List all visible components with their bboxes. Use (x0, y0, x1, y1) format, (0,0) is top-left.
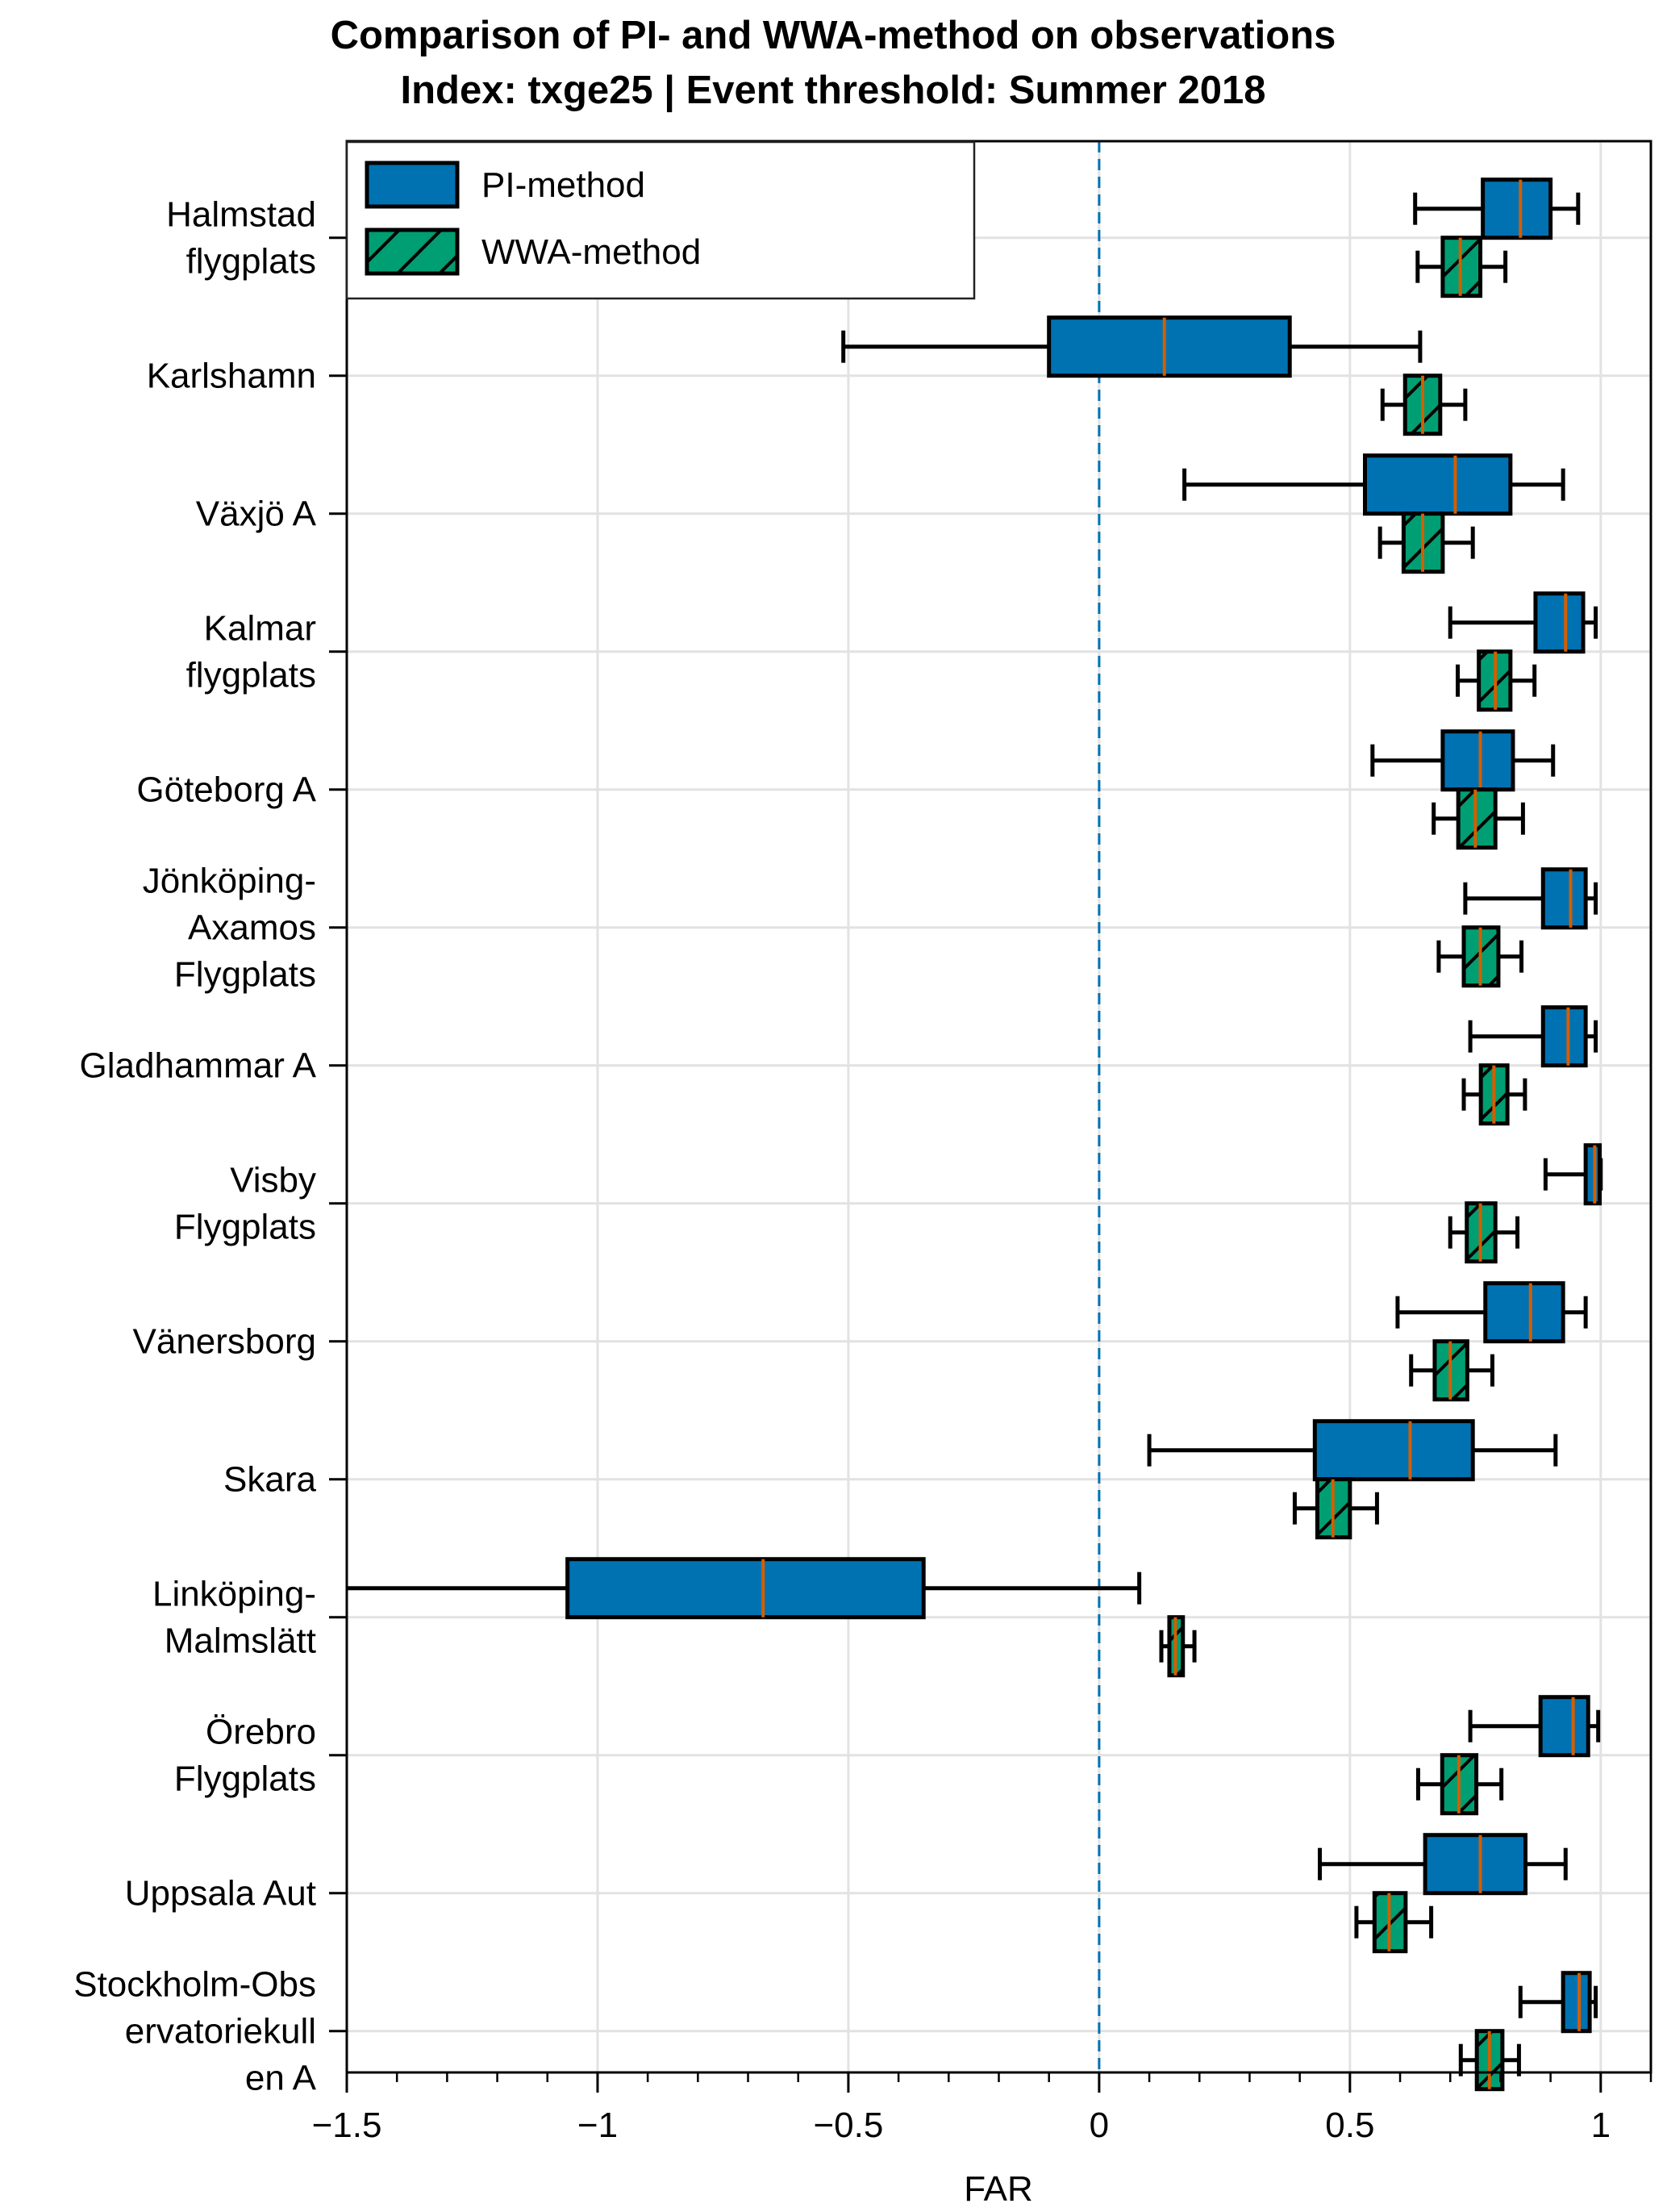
box-outline (1312, 1419, 1475, 1482)
box-fill (1540, 1697, 1589, 1755)
pi-box-group (1518, 1971, 1598, 2034)
y-tick-label: en A (245, 2059, 317, 2098)
y-tick-label: Göteborg A (136, 770, 316, 810)
box-fill (1485, 1283, 1564, 1342)
x-axis-label: FAR (964, 2169, 1033, 2209)
pi-box-group (1468, 1695, 1601, 1758)
y-tick-label: Halmstad (166, 195, 316, 235)
legend-label-pi: PI-method (481, 165, 645, 205)
x-tick-label: −1 (577, 2106, 618, 2145)
y-tick-label: Vänersborg (133, 1322, 316, 1362)
y-tick-label: ervatoriekull (125, 2012, 316, 2051)
legend-label-wwa: WWA-method (481, 232, 701, 272)
y-tick-label: Flygplats (174, 955, 316, 995)
box-fill (567, 1559, 924, 1617)
y-tick-label: Växjö A (196, 495, 317, 534)
wwa-box-group (1159, 1615, 1197, 1678)
y-tick-label: Malmslätt (165, 1621, 316, 1661)
wwa-box-group (1354, 1891, 1434, 1954)
y-tick-label: Axamos (188, 908, 316, 948)
y-tick-label: Skara (223, 1460, 316, 1500)
box-fill (1563, 1972, 1590, 2031)
y-tick-label: Flygplats (174, 1759, 316, 1799)
wwa-box-group (1432, 787, 1525, 850)
pi-box-group (1413, 177, 1581, 240)
x-tick-label: 1 (1591, 2106, 1611, 2145)
y-tick-label: Jönköping- (143, 862, 316, 901)
box-outline (1533, 591, 1586, 654)
box-outline (1583, 1143, 1602, 1206)
wwa-box-group (1380, 374, 1468, 436)
x-tick-label: −1.5 (312, 2106, 382, 2145)
box-outline (1047, 315, 1292, 378)
box-outline (1540, 1005, 1588, 1068)
box-outline (1538, 1695, 1590, 1758)
box-fill (1425, 1834, 1526, 1893)
box-outline (565, 1557, 926, 1620)
pi-box-group (1468, 1005, 1598, 1068)
box-outline (1540, 867, 1588, 930)
wwa-box-group (1458, 2029, 1521, 2092)
y-tick-label: Uppsala Aut (125, 1874, 316, 1914)
box-fill (1482, 179, 1551, 238)
pi-box-group (1448, 591, 1598, 654)
x-tick-label: −0.5 (813, 2106, 883, 2145)
x-axis-ticks: −1.5 −1 −0.5 0 0.5 1 (312, 2072, 1652, 2145)
box-outline (1561, 1971, 1592, 2034)
pi-box-group (1318, 1833, 1568, 1896)
legend: PI-method WWA-method (345, 140, 976, 300)
y-tick-label: Kalmar (204, 609, 316, 649)
box-outline (1423, 1833, 1528, 1896)
y-tick-label: Stockholm-Obs (73, 1965, 316, 2005)
y-tick-label: Flygplats (174, 1208, 316, 1247)
box-fill (1048, 317, 1290, 376)
pi-box-group (841, 315, 1423, 378)
y-tick-label: Gladhammar A (80, 1046, 317, 1086)
y-tick-label: flygplats (186, 242, 316, 282)
pi-box-group (1543, 1143, 1603, 1206)
boxes (347, 177, 1603, 2092)
chart-title-line-1: Comparison of PI- and WWA-method on obse… (331, 14, 1336, 57)
box-fill (1535, 593, 1584, 652)
wwa-box-group (1377, 511, 1475, 574)
x-tick-label: 0.5 (1325, 2106, 1374, 2145)
y-tick-label: Örebro (206, 1713, 316, 1752)
chart-title-line-2: Index: txge25 | Event threshold: Summer … (401, 69, 1266, 112)
y-tick-label: Karlshamn (147, 357, 316, 396)
x-tick-label: 0 (1090, 2106, 1109, 2145)
pi-box-group (1147, 1419, 1558, 1482)
wwa-box-group (1456, 649, 1537, 712)
box-outline (1481, 177, 1553, 240)
box-outline (1483, 1281, 1565, 1344)
legend-swatch-pi (365, 161, 460, 209)
box-fill (1315, 1421, 1473, 1480)
y-tick-label: flygplats (186, 656, 316, 695)
wwa-box-group (1461, 1063, 1527, 1126)
y-axis-ticks: Halmstad flygplats Karlshamn Växjö A Kalmar f… (73, 195, 347, 2098)
box-fill (1543, 869, 1586, 928)
wwa-box-group (1292, 1477, 1379, 1540)
legend-swatch-wwa-hatch (365, 227, 460, 276)
pi-box-group (1395, 1281, 1588, 1344)
pi-box-group (347, 1557, 1142, 1620)
y-tick-label: Visby (230, 1161, 316, 1200)
wwa-box-group (1409, 1339, 1494, 1402)
box-fill (1365, 455, 1511, 514)
box-fill (1543, 1007, 1586, 1066)
box-fill (1586, 1145, 1600, 1204)
wwa-box-group (1415, 1753, 1504, 1816)
wwa-box-group (1436, 925, 1524, 988)
wwa-box-group (1448, 1201, 1520, 1264)
wwa-box-group (1415, 236, 1508, 298)
y-tick-label: Linköping- (152, 1575, 316, 1614)
pi-box-group (1463, 867, 1598, 930)
box-fill (1442, 731, 1513, 790)
pi-box-group (1370, 729, 1556, 792)
